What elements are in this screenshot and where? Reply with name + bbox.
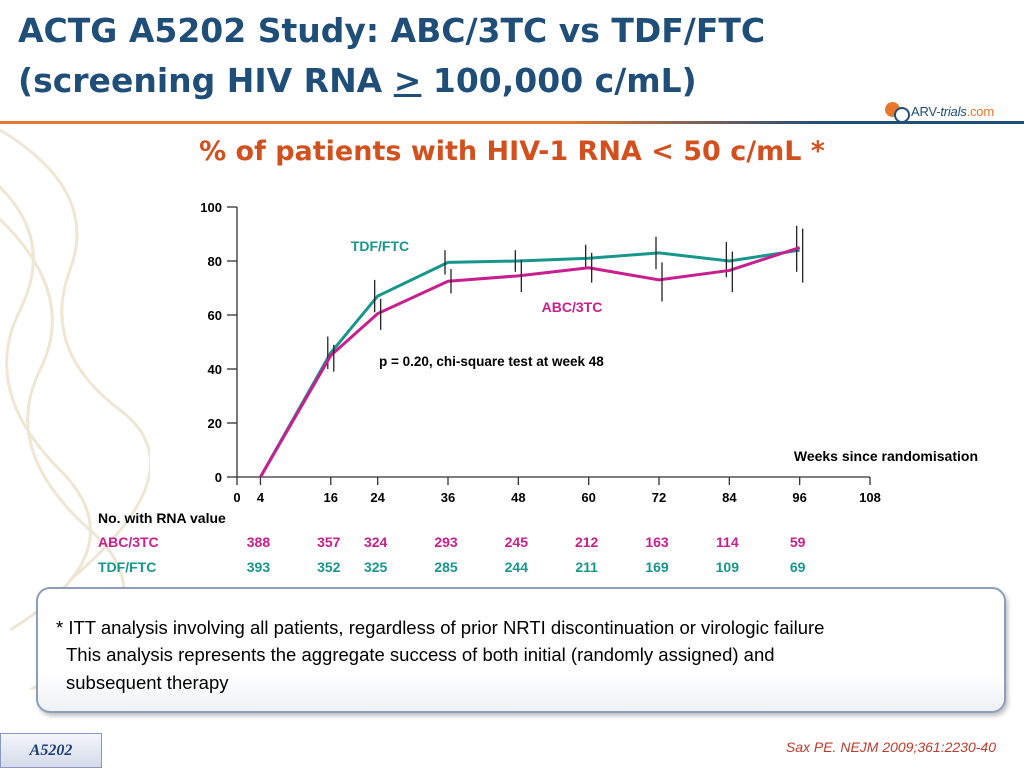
footnote-box: * ITT analysis involving all patients, r… <box>36 587 1006 713</box>
x-tick-label: 4 <box>257 490 265 505</box>
x-tick-label: 36 <box>441 490 455 505</box>
table-row-label: ABC/3TC <box>98 534 159 550</box>
x-tick-label: 108 <box>859 490 881 505</box>
footnote-line-1: * ITT analysis involving all patients, r… <box>56 617 825 638</box>
table-cell: 325 <box>363 559 388 575</box>
table-cell: 211 <box>575 559 598 575</box>
series-label-tdf-ftc: TDF/FTC <box>351 238 409 254</box>
footnote-line-2: This analysis represents the aggregate s… <box>66 644 775 665</box>
table-header: No. with RNA value <box>98 510 226 526</box>
table-cell: 245 <box>504 534 529 550</box>
chart-subtitle: % of patients with HIV-1 RNA < 50 c/mL * <box>199 136 825 167</box>
x-tick-label: 48 <box>511 490 525 505</box>
y-tick-label: 40 <box>208 362 222 377</box>
x-tick-label: 84 <box>722 490 737 505</box>
citation: Sax PE. NEJM 2009;361:2230-40 <box>785 739 996 755</box>
x-tick-label: 96 <box>792 490 806 505</box>
logo-text: ARV-trials.com <box>911 103 994 119</box>
table-cell: 114 <box>716 534 739 550</box>
title-rule <box>0 121 1024 124</box>
x-tick-label: 24 <box>370 490 385 505</box>
table-cell: 109 <box>715 559 740 575</box>
y-tick-label: 20 <box>208 416 222 431</box>
table-cell: 212 <box>574 534 599 550</box>
x-tick-label: 60 <box>581 490 595 505</box>
table-cell: 163 <box>645 534 669 550</box>
arv-trials-logo: ARV-trials.com <box>885 97 994 125</box>
table-cell: 352 <box>317 559 341 575</box>
table-cell: 357 <box>317 534 341 550</box>
table-cell: 59 <box>789 534 806 550</box>
title-line-2-end: 100,000 c/mL) <box>421 61 697 100</box>
y-tick-label: 80 <box>208 254 222 269</box>
table-cell: 388 <box>246 534 271 550</box>
slide-title: ACTG A5202 Study: ABC/3TC vs TDF/FTC (sc… <box>18 6 765 106</box>
x-tick-label: 0 <box>233 490 240 505</box>
logo-bubbles-icon <box>885 100 910 123</box>
table-cell: 69 <box>789 559 806 575</box>
series-line-tdf-ftc <box>259 248 800 478</box>
y-tick-label: 60 <box>208 308 222 323</box>
title-line-2-start: (screening HIV RNA <box>18 61 394 100</box>
series-label-abc-3tc: ABC/3TC <box>542 299 603 315</box>
line-chart: 0 20 40 60 80 100 0 4 16 24 36 48 60 72 84 96 108 Weeks s… <box>200 200 978 505</box>
table-row-label: TDF/FTC <box>98 559 157 575</box>
title-line-1: ACTG A5202 Study: ABC/3TC vs TDF/FTC <box>18 11 766 50</box>
greater-equal-symbol: > <box>393 61 422 100</box>
y-tick-label: 0 <box>215 470 222 485</box>
series-line-abc-3tc <box>259 246 801 478</box>
study-tag: A5202 <box>0 733 102 768</box>
table-cell: 324 <box>363 534 388 550</box>
y-tick-label: 100 <box>200 200 222 215</box>
footnote-line-3: subsequent therapy <box>66 672 229 693</box>
x-axis-label: Weeks since randomisation <box>794 448 978 464</box>
table-cell: 393 <box>246 559 271 575</box>
table-cell: 169 <box>645 559 669 575</box>
x-tick-label: 72 <box>652 490 666 505</box>
table-cell: 285 <box>434 559 458 575</box>
table-cell: 293 <box>434 534 458 550</box>
x-tick-label: 16 <box>324 490 338 505</box>
table-cell: 244 <box>504 559 529 575</box>
p-value-annotation: p = 0.20, chi-square test at week 48 <box>379 354 604 369</box>
